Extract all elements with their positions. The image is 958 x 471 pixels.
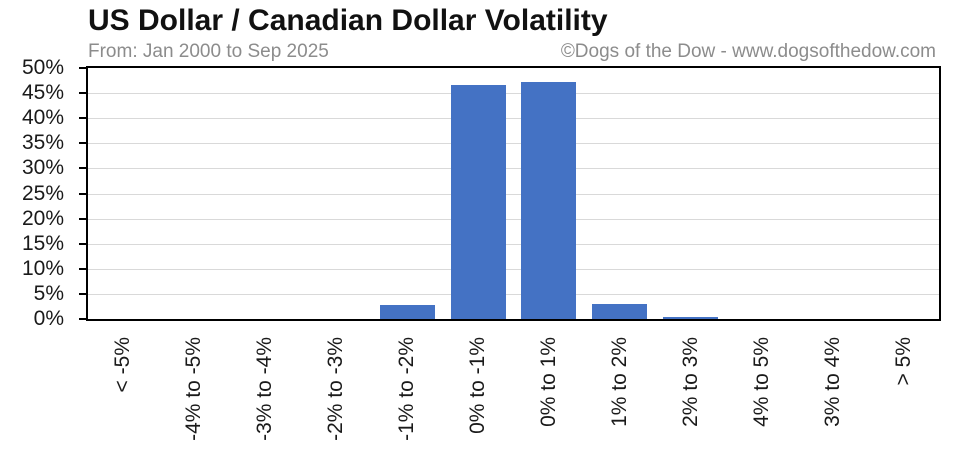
bar [592, 304, 648, 319]
y-axis-tick-label: 45% [21, 81, 64, 105]
x-axis-category-label: < -5% [111, 337, 135, 393]
y-axis-tick-label: 30% [21, 156, 64, 180]
y-axis-tick-label: 15% [21, 231, 64, 255]
x-axis-category-label: 3% to 4% [820, 337, 844, 427]
x-axis-category-label: 4% to 5% [749, 337, 773, 427]
x-axis-category-label: 1% to 2% [607, 337, 631, 427]
x-axis-category-label: -3% to -4% [253, 337, 277, 441]
gridline [88, 293, 939, 295]
gridline [88, 168, 939, 170]
y-axis-tick [79, 92, 86, 95]
y-axis-tick [79, 242, 86, 245]
y-axis-tick [79, 192, 86, 195]
y-axis-tick-label: 20% [21, 206, 64, 230]
gridline [88, 218, 939, 220]
source-attribution: ©Dogs of the Dow - www.dogsofthedow.com [560, 41, 936, 62]
y-axis-tick [79, 67, 86, 70]
y-axis-tick-label: 10% [21, 256, 64, 280]
gridline [88, 193, 939, 195]
gridline [88, 93, 939, 95]
gridline [88, 268, 939, 270]
y-axis-tick-label: 5% [33, 281, 64, 305]
y-axis-tick [79, 318, 86, 320]
x-axis-category-label: -1% to -2% [395, 337, 419, 441]
y-axis-tick [79, 167, 86, 170]
y-axis-tick-label: 35% [21, 131, 64, 155]
y-axis-tick [79, 142, 86, 145]
gridline [88, 243, 939, 245]
gridline [88, 143, 939, 145]
y-axis-tick [79, 267, 86, 270]
y-axis-tick [79, 292, 86, 295]
x-axis-category-label: 0% to 1% [536, 337, 560, 427]
bar [521, 82, 577, 319]
y-axis-tick-label: 0% [33, 307, 64, 330]
x-axis-category-label: 0% to -1% [466, 337, 490, 434]
gridline [88, 118, 939, 120]
bar [379, 305, 435, 319]
y-axis-tick-label: 25% [21, 181, 64, 205]
x-axis-category-label: 2% to 3% [678, 337, 702, 427]
page-title: US Dollar / Canadian Dollar Volatility [88, 4, 608, 37]
y-axis-tick [79, 117, 86, 120]
y-axis-tick-label: 40% [21, 106, 64, 130]
x-axis-category-label: > 5% [891, 337, 915, 386]
y-axis-tick-label: 50% [21, 56, 64, 79]
x-axis-category-label: -4% to -5% [182, 337, 206, 441]
date-range-subtitle: From: Jan 2000 to Sep 2025 [88, 41, 329, 62]
y-axis-tick [79, 217, 86, 220]
x-axis-category-label: -2% to -3% [324, 337, 348, 441]
bar [450, 85, 506, 319]
plot-area [79, 66, 941, 321]
bar [663, 317, 719, 319]
